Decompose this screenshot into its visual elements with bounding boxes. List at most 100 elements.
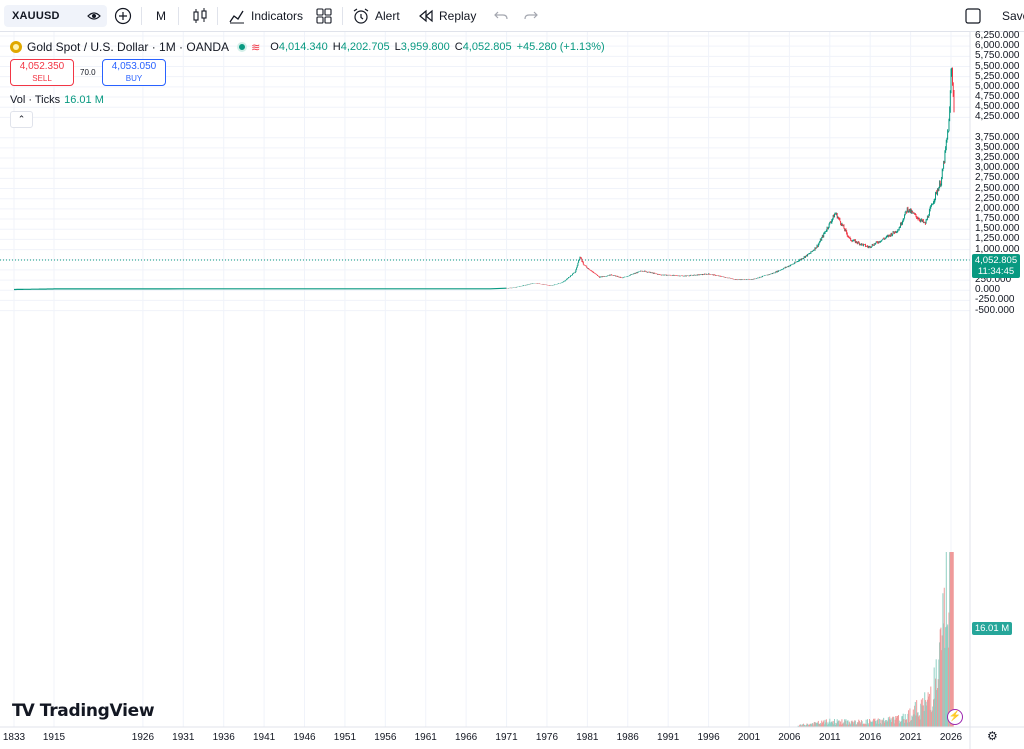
toolbar-divider — [141, 7, 142, 25]
time-tick-label: 1936 — [212, 732, 235, 743]
symbol-label: XAUUSD — [12, 10, 60, 22]
chart-type-button[interactable] — [191, 0, 209, 32]
tradingview-logo[interactable]: TV TradingView — [12, 700, 155, 722]
time-tick-label: 1986 — [616, 732, 639, 743]
gear-icon[interactable]: ⚙ — [987, 729, 998, 743]
time-tick-label: 1951 — [333, 732, 357, 743]
price-tick-label: 4,500.000 — [975, 101, 1020, 113]
save-label: Save — [1002, 9, 1024, 23]
time-tick-label: 1931 — [172, 732, 195, 743]
last-price-tag: 4,052.805 11:34:45 — [972, 254, 1020, 278]
time-tick-label: 2001 — [737, 732, 761, 743]
toolbar-divider — [217, 7, 218, 25]
alert-clock-icon — [353, 8, 369, 24]
plus-circle-icon — [114, 7, 132, 25]
eye-icon[interactable] — [87, 9, 101, 23]
indicators-label: Indicators — [251, 9, 304, 23]
time-tick-label: 2011 — [819, 732, 841, 743]
replay-label: Replay — [439, 9, 477, 23]
low-value: L3,959.800 — [394, 41, 450, 53]
replay-button[interactable]: Replay — [417, 0, 476, 32]
price-tick-label: 5,750.000 — [975, 50, 1020, 62]
time-tick-label: 1961 — [414, 732, 437, 743]
price-tick-label: 0.000 — [975, 284, 1001, 296]
time-tick-label: 1991 — [657, 732, 680, 743]
time-tick-label: 1996 — [697, 732, 720, 743]
time-tick-label: 1981 — [576, 732, 599, 743]
last-volume-tag: 16.01 M — [972, 622, 1012, 635]
price-tick-label: 1,750.000 — [975, 213, 1020, 225]
wave-icon[interactable]: ≋ — [251, 41, 261, 54]
time-tick-label: 1915 — [42, 732, 66, 743]
candles-icon — [193, 8, 207, 23]
price-tick-label: 3,000.000 — [975, 162, 1020, 174]
close-value: C4,052.805 — [454, 41, 512, 53]
interval-label: M — [156, 9, 166, 23]
compare-button[interactable] — [114, 0, 132, 32]
price-tick-label: 2,000.000 — [975, 202, 1020, 214]
symbol-title[interactable]: Gold Spot / U.S. Dollar · 1M · OANDA — [27, 40, 230, 54]
high-value: H4,202.705 — [332, 41, 390, 53]
price-tick-label: 5,250.000 — [975, 70, 1020, 82]
indicators-button[interactable]: Indicators — [228, 0, 303, 32]
price-tick-label: 6,000.000 — [975, 40, 1020, 52]
time-tick-label: 1966 — [455, 732, 478, 743]
price-history-line — [14, 287, 507, 291]
time-tick-label: 1976 — [535, 732, 559, 743]
sell-button[interactable]: 4,052.350 SELL — [10, 59, 74, 86]
sell-price: 4,052.350 — [19, 61, 65, 72]
spread-value: 70.0 — [80, 68, 96, 77]
time-tick-label: 2021 — [899, 732, 922, 743]
volume-bars — [797, 552, 954, 727]
replay-icon — [419, 9, 433, 23]
time-tick-label: 1926 — [131, 732, 155, 743]
price-tick-label: 1,250.000 — [975, 233, 1020, 245]
last-price: 4,052.805 — [974, 255, 1018, 266]
layouts-button[interactable] — [315, 0, 333, 32]
bolt-icon[interactable]: ⚡ — [947, 709, 963, 725]
grid-icon — [316, 8, 332, 24]
collapse-legend-button[interactable]: ⌃ — [10, 111, 33, 128]
price-tick-label: 6,250.000 — [975, 30, 1020, 41]
redo-button[interactable] — [523, 0, 539, 32]
price-tick-label: -250.000 — [975, 294, 1015, 306]
time-tick-label: 2026 — [939, 732, 963, 743]
buy-button[interactable]: 4,053.050 BUY — [102, 59, 166, 86]
buy-price: 4,053.050 — [111, 61, 157, 72]
time-tick-label: 2016 — [859, 732, 882, 743]
price-tick-label: 2,500.000 — [975, 182, 1020, 194]
fullscreen-icon — [965, 8, 981, 24]
market-open-icon[interactable] — [237, 42, 248, 52]
time-tick-label: 1833 — [2, 732, 26, 743]
time-tick-label: 1956 — [374, 732, 397, 743]
buy-label: BUY — [125, 74, 143, 83]
save-button[interactable]: Save — [1002, 0, 1024, 32]
price-tick-label: 2,750.000 — [975, 172, 1020, 184]
brand-name: TradingView — [39, 701, 155, 721]
price-candles — [14, 67, 955, 291]
alert-button[interactable]: Alert — [352, 0, 400, 32]
interval-button[interactable]: M — [156, 0, 166, 32]
undo-button[interactable] — [493, 0, 509, 32]
price-tick-label: 5,000.000 — [975, 80, 1020, 92]
price-tick-label: -500.000 — [975, 304, 1015, 316]
bar-countdown: 11:34:45 — [977, 266, 1015, 277]
fullscreen-button[interactable] — [964, 0, 982, 32]
volume-value: 16.01 M — [64, 94, 104, 106]
chart-grid — [0, 32, 970, 727]
gold-symbol-icon — [10, 41, 22, 53]
price-tick-label: 1,500.000 — [975, 223, 1020, 235]
time-tick-label: 1971 — [495, 732, 518, 743]
tradingview-logo-icon: TV — [12, 701, 35, 721]
chart-legend: Gold Spot / U.S. Dollar · 1M · OANDA ≋ O… — [10, 40, 605, 54]
symbol-search[interactable]: XAUUSD — [4, 5, 107, 27]
chevron-up-icon: ⌃ — [17, 114, 26, 124]
time-tick-label: 2006 — [778, 732, 801, 743]
time-tick-label: 1941 — [252, 732, 276, 743]
volume-legend[interactable]: Vol · Ticks 16.01 M — [10, 94, 104, 106]
price-tick-label: 1,000.000 — [975, 243, 1020, 255]
toolbar-divider — [342, 7, 343, 25]
price-tick-label: 2,250.000 — [975, 192, 1020, 204]
undo-icon — [494, 11, 508, 20]
